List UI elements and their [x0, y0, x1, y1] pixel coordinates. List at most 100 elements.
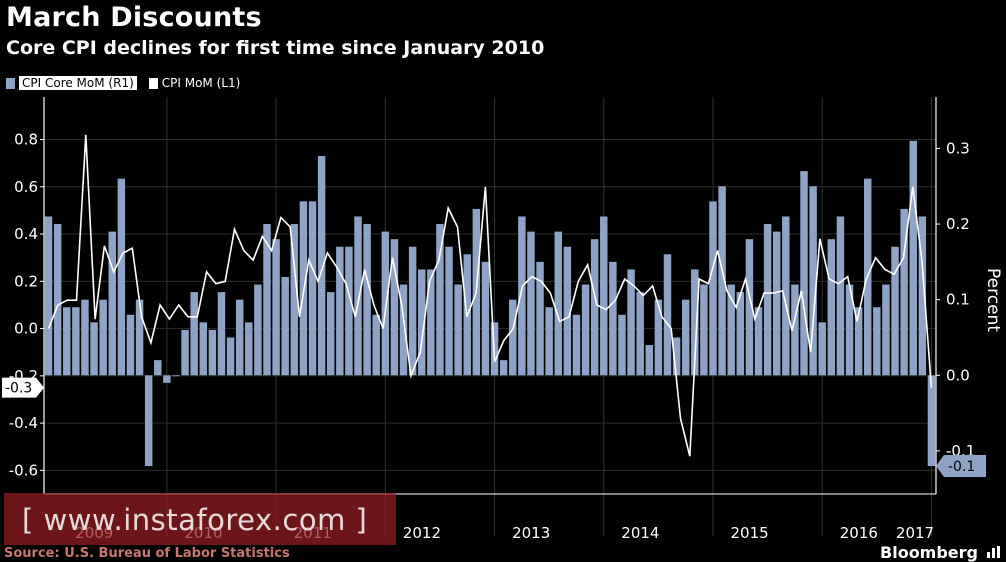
bar-core-cpi — [554, 231, 562, 376]
legend-item-core-cpi[interactable]: CPI Core MoM (R1) — [6, 76, 137, 90]
x-tick-label: 2012 — [403, 524, 441, 542]
bar-core-cpi — [117, 178, 126, 376]
bar-core-cpi — [217, 292, 226, 376]
right-tick-label: 0.0 — [946, 366, 970, 384]
legend-label-cpi: CPI MoM (L1) — [161, 76, 241, 90]
bar-core-cpi — [381, 231, 390, 376]
bar-core-cpi — [163, 375, 171, 383]
bar-core-cpi — [481, 261, 490, 376]
bar-core-cpi — [509, 299, 517, 376]
x-tick-label: 2017 — [896, 524, 934, 542]
bar-core-cpi — [290, 224, 299, 376]
bar-core-cpi — [390, 239, 399, 376]
bar-core-cpi — [845, 284, 854, 376]
bar-core-cpi — [90, 322, 98, 376]
bar-core-cpi — [99, 299, 107, 376]
bar-core-cpi — [882, 284, 890, 376]
chart-subtitle: Core CPI declines for first time since J… — [6, 37, 545, 59]
right-tick-label: 0.2 — [946, 215, 970, 233]
bar-core-cpi — [827, 239, 836, 376]
bar-core-cpi — [618, 314, 626, 376]
flag-left-label: -0.3 — [5, 381, 32, 397]
bar-core-cpi — [354, 216, 362, 376]
legend-swatch-cpi — [148, 77, 158, 89]
bar-core-cpi — [272, 239, 280, 376]
bar-core-cpi — [818, 322, 826, 376]
last-value-flag-left: -0.3 — [2, 377, 44, 398]
legend-item-cpi[interactable]: CPI MoM (L1) — [148, 76, 241, 90]
bar-core-cpi — [900, 208, 908, 376]
last-value-flag-right: -0.1 — [936, 455, 986, 478]
left-tick-label: 0.2 — [14, 272, 38, 290]
bar-core-cpi — [518, 216, 526, 376]
bar-core-cpi — [190, 292, 198, 376]
bar-core-cpi — [736, 292, 745, 376]
left-tick-label: 0.6 — [14, 178, 38, 196]
bar-core-cpi — [527, 231, 535, 376]
bar-core-cpi — [208, 329, 217, 376]
bar-core-cpi — [308, 201, 317, 376]
bar-core-cpi — [927, 375, 936, 467]
bar-core-cpi — [791, 284, 799, 376]
bar-core-cpi — [891, 246, 899, 376]
bar-core-cpi — [718, 186, 726, 376]
bar-core-cpi — [709, 201, 717, 376]
left-tick-label: 0.0 — [14, 320, 38, 338]
bar-core-cpi — [436, 224, 444, 376]
bar-core-cpi — [745, 239, 754, 376]
bar-core-cpi — [254, 284, 262, 376]
legend-label-core-cpi: CPI Core MoM (R1) — [19, 76, 137, 90]
bar-core-cpi — [763, 224, 772, 376]
bar-core-cpi — [427, 269, 435, 376]
bar-core-cpi — [636, 292, 644, 376]
bar-core-cpi — [609, 261, 617, 376]
bar-core-cpi — [581, 284, 590, 376]
left-tick-label: 0.4 — [14, 225, 38, 243]
right-tick-label: 0.3 — [946, 139, 970, 157]
bar-core-cpi — [363, 224, 371, 376]
flag-right-label: -0.1 — [948, 459, 975, 475]
bar-core-cpi — [727, 284, 735, 376]
bar-core-cpi — [418, 269, 426, 376]
bar-core-cpi — [590, 239, 599, 376]
brand-logo: Bloomberg — [880, 543, 978, 562]
left-tick-label: -0.4 — [9, 414, 38, 432]
bar-core-cpi — [281, 276, 289, 376]
bar-core-cpi — [627, 269, 635, 376]
bar-core-cpi — [800, 171, 808, 376]
bar-core-cpi — [144, 375, 153, 467]
bar-core-cpi — [181, 329, 189, 376]
bar-core-cpi — [681, 299, 690, 376]
bar-core-cpi — [536, 261, 544, 376]
bar-core-cpi — [372, 314, 380, 376]
bar-core-cpi — [782, 216, 790, 376]
bar-core-cpi — [663, 254, 672, 376]
line-cpi — [47, 134, 933, 457]
bar-core-cpi — [873, 307, 881, 376]
bar-core-cpi — [754, 307, 763, 376]
bar-core-cpi — [772, 231, 781, 376]
right-tick-label: 0.1 — [946, 291, 970, 309]
bar-core-cpi — [672, 337, 681, 376]
bar-core-cpi — [499, 360, 508, 376]
left-tick-label: 0.8 — [14, 131, 38, 149]
bar-core-cpi — [154, 360, 162, 376]
bar-core-cpi — [81, 299, 89, 376]
chart-title: March Discounts — [6, 2, 262, 33]
bar-core-cpi — [563, 246, 572, 376]
x-tick-label: 2016 — [840, 524, 878, 542]
x-tick-label: 2014 — [621, 524, 659, 542]
bar-core-cpi — [336, 246, 344, 376]
x-tick-label: 2013 — [512, 524, 550, 542]
bar-core-cpi — [809, 186, 817, 376]
bar-core-cpi — [326, 292, 335, 376]
bar-core-cpi — [226, 337, 235, 376]
bar-core-cpi — [545, 307, 553, 376]
bar-core-cpi — [172, 375, 180, 377]
bar-core-cpi — [645, 345, 654, 376]
bar-core-cpi — [572, 314, 581, 376]
bar-core-cpi — [108, 231, 116, 376]
flag-left-shape — [2, 377, 44, 398]
bar-core-cpi — [700, 284, 708, 376]
